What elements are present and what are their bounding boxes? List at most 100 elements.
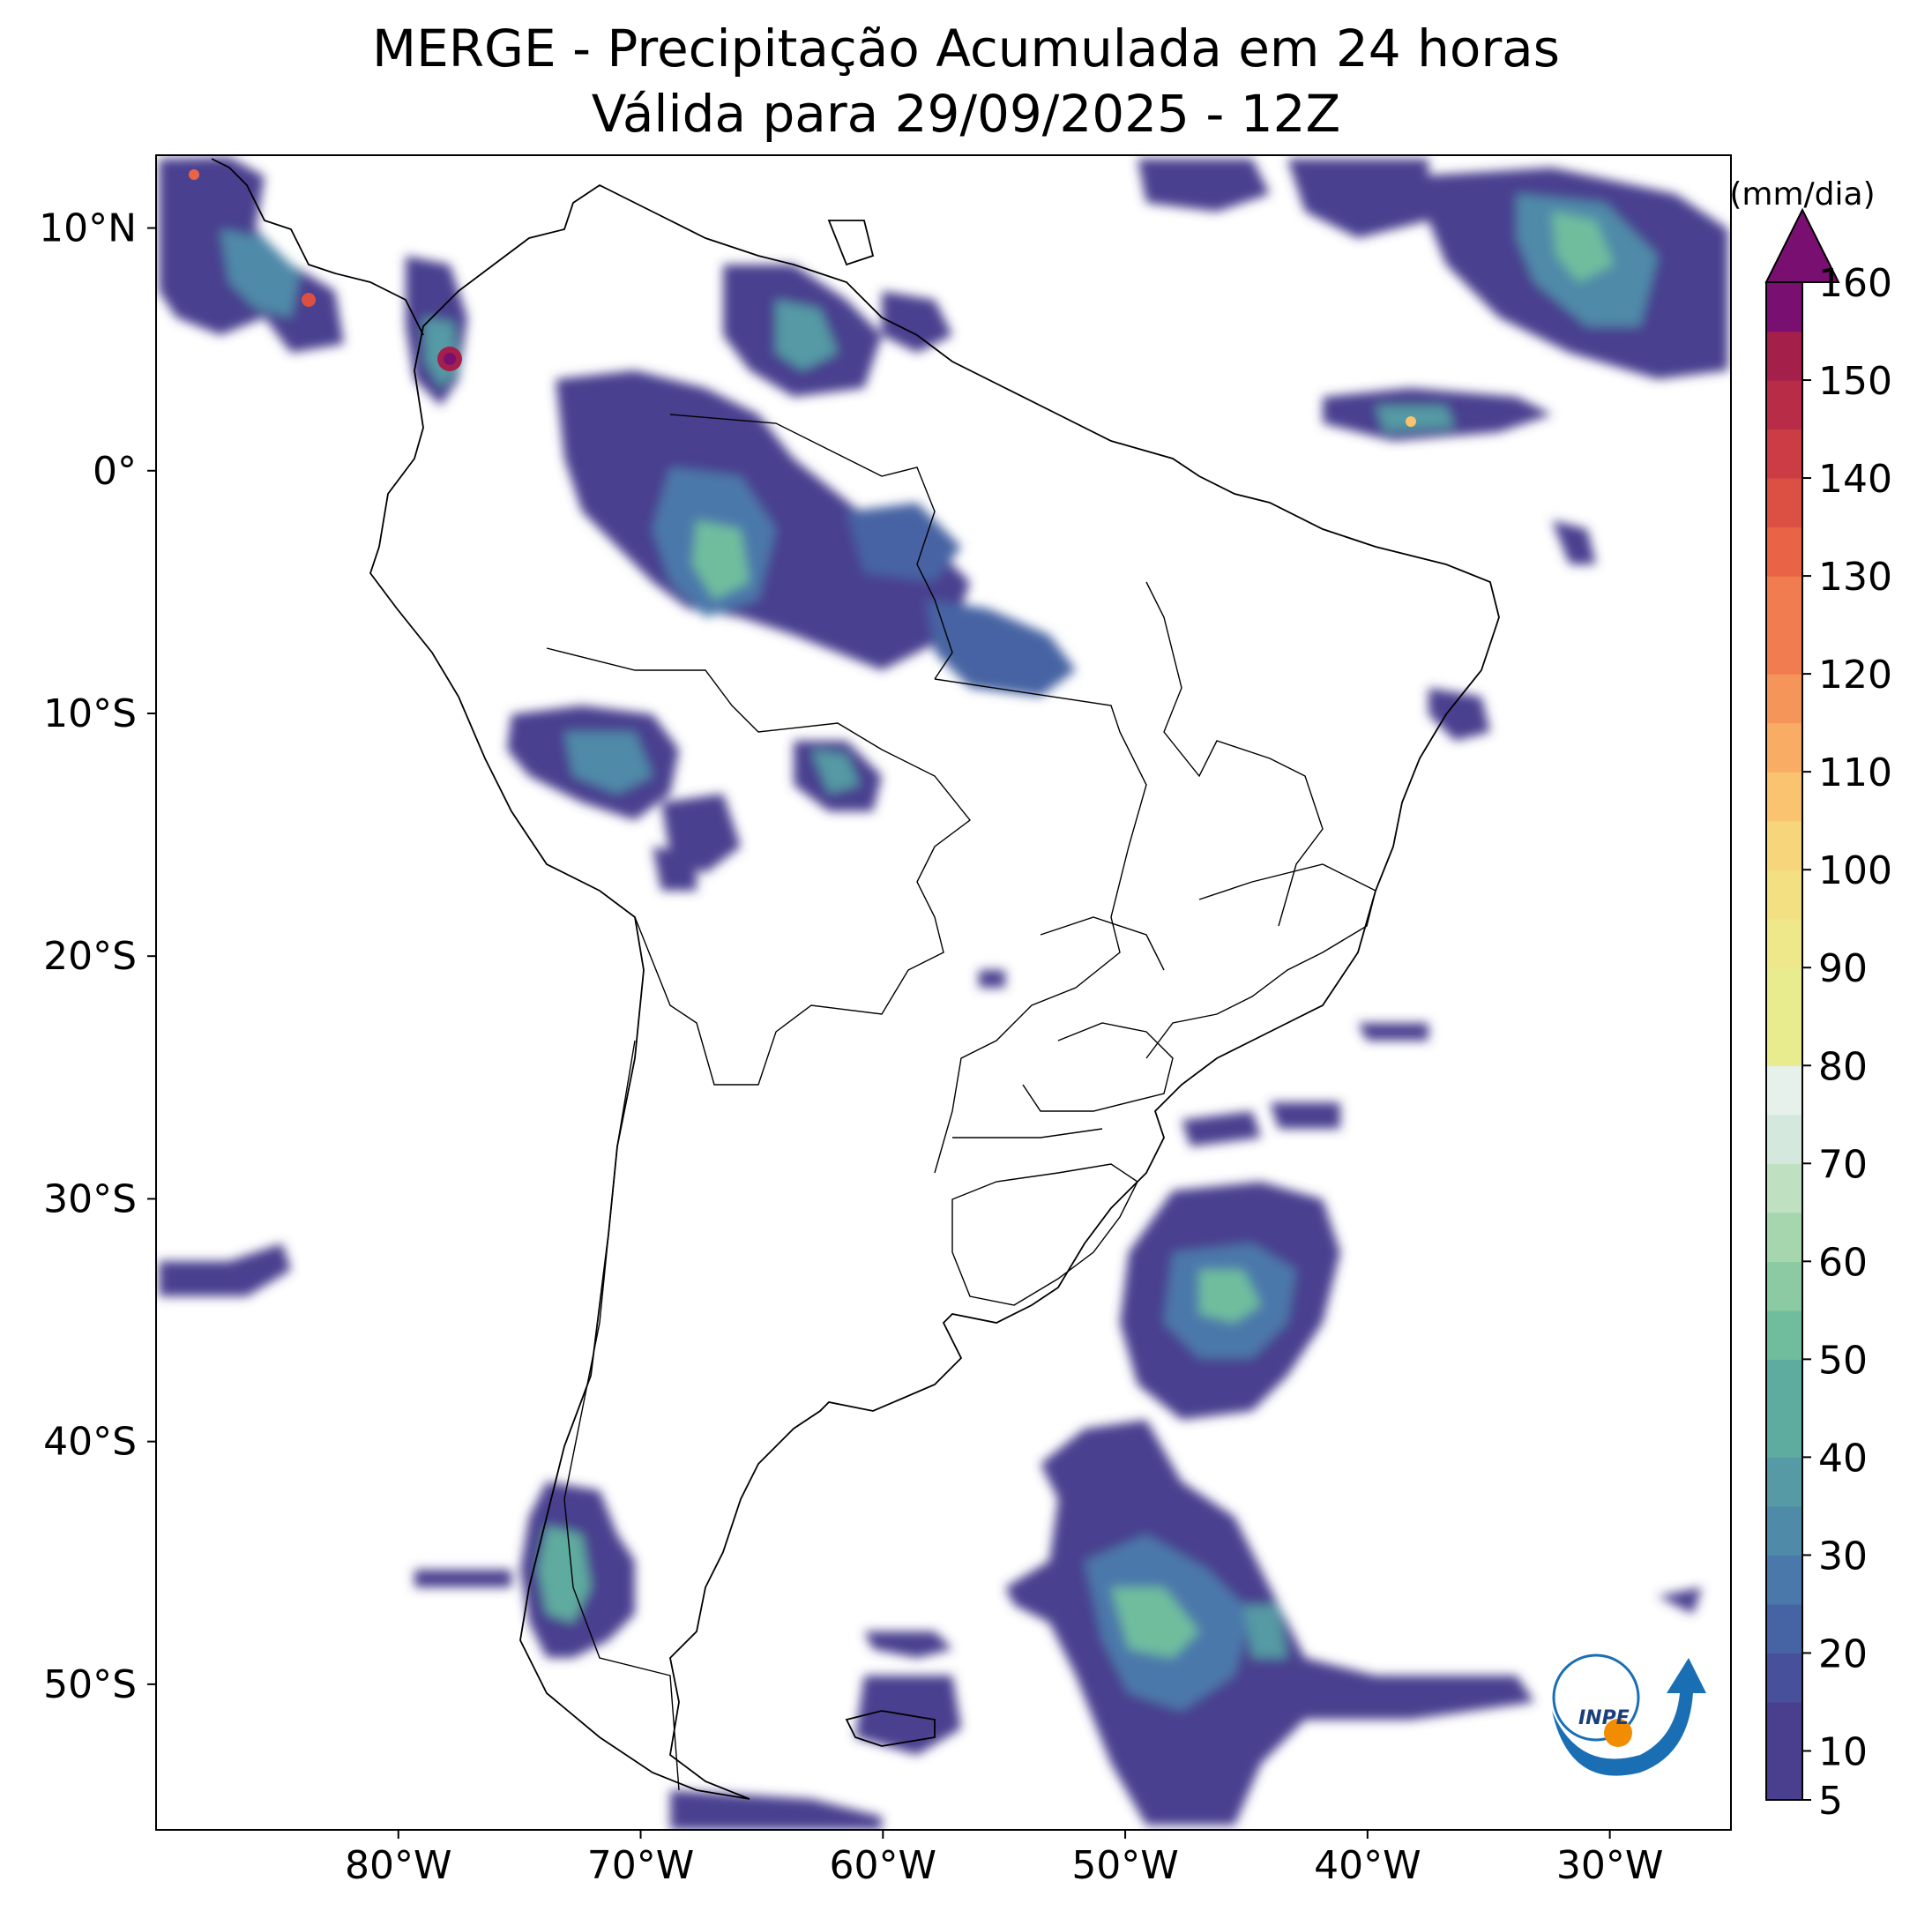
colorbar-band — [1766, 918, 1802, 968]
colorbar-band — [1766, 1407, 1802, 1458]
heavy-rain-core — [302, 293, 316, 307]
rain-cell — [670, 1790, 882, 1830]
colorbar-unit: (mm/dia) — [1729, 176, 1875, 213]
colorbar-band — [1766, 1065, 1802, 1116]
colorbar-band — [1766, 1555, 1802, 1605]
border — [1040, 916, 1165, 971]
lon-tick-label: 40°W — [1314, 1843, 1421, 1888]
logo-sun-icon — [1604, 1719, 1632, 1747]
lat-tick-label: 50°S — [43, 1662, 137, 1707]
colorbar-tick-label: 10 — [1818, 1729, 1868, 1774]
central-america-coast — [211, 158, 424, 336]
colorbar-band — [1766, 1163, 1802, 1213]
colorbar-band — [1766, 674, 1802, 724]
heavy-rain-core — [1406, 416, 1416, 427]
colorbar-tick-label: 70 — [1818, 1142, 1868, 1187]
border — [1022, 1022, 1174, 1112]
colorbar-tick-label: 20 — [1818, 1631, 1868, 1676]
logo-arrow-icon — [1552, 1658, 1706, 1776]
colorbar-tick-label: 50 — [1818, 1338, 1868, 1383]
colorbar-band — [1766, 526, 1802, 577]
colorbar-band — [1766, 1701, 1802, 1752]
rain-cell — [414, 1570, 511, 1587]
colorbar-band — [1766, 722, 1802, 773]
colorbar-band — [1766, 282, 1802, 332]
rain-cell — [564, 732, 653, 794]
rain-cell — [864, 1631, 952, 1658]
rain-cell — [1111, 1587, 1199, 1658]
colorbar-band — [1766, 478, 1802, 528]
rain-cell — [1552, 520, 1596, 564]
rain-cell — [1358, 1023, 1428, 1041]
rain-cell — [653, 847, 697, 891]
colorbar-band — [1766, 624, 1802, 675]
border — [1145, 581, 1324, 927]
lon-tick-label: 80°W — [345, 1843, 452, 1888]
caribbean-islands — [827, 220, 875, 266]
lon-tick-label: 60°W — [830, 1843, 937, 1888]
border — [1145, 863, 1376, 1059]
colorbar-tick-label: 120 — [1818, 653, 1892, 698]
colorbar-band — [1766, 1505, 1802, 1556]
colorbar-tick-label: 100 — [1818, 848, 1892, 893]
rain-cell — [926, 600, 1076, 697]
colorbar-frame — [1765, 281, 1803, 1801]
colorbar-band — [1766, 576, 1802, 626]
heavy-rain-core — [189, 169, 199, 180]
map-subtitle: Válida para 29/09/2025 - 12Z — [591, 84, 1341, 144]
colorbar-band — [1766, 1310, 1802, 1360]
colorbar-tick-label: 150 — [1818, 359, 1892, 404]
colorbar-tick-label: 5 — [1818, 1779, 1843, 1824]
lat-tick-label: 40°S — [43, 1420, 137, 1465]
colorbar-band — [1766, 772, 1802, 822]
logo-text: INPE — [1578, 1707, 1630, 1729]
colorbar-tick-label: 40 — [1818, 1436, 1868, 1481]
rain-cell — [1552, 212, 1614, 282]
rain-cell — [847, 503, 961, 582]
lat-tick-label: 30°S — [43, 1176, 137, 1221]
lat-tick-label: 20°S — [43, 934, 137, 979]
rain-cell — [811, 750, 860, 794]
rain-cell — [159, 1243, 291, 1296]
border — [669, 414, 953, 680]
rain-cell — [1658, 1587, 1702, 1614]
lat-tick-label: 10°S — [43, 691, 137, 736]
border — [951, 1163, 1138, 1306]
rain-cell — [1182, 1111, 1261, 1146]
colorbar-band — [1766, 429, 1802, 479]
colorbar-band — [1766, 820, 1802, 870]
colorbar-tick-label: 140 — [1818, 457, 1892, 502]
rain-cell — [1270, 1102, 1340, 1129]
rain-cell — [776, 300, 838, 370]
colorbar-band — [1766, 1751, 1802, 1801]
colorbar-tick-label: 110 — [1818, 750, 1892, 795]
lat-tick-label: 10°N — [39, 206, 137, 251]
colorbar-band — [1766, 1359, 1802, 1409]
colorbar-tick-label: 130 — [1818, 555, 1892, 600]
colorbar-band — [1766, 1653, 1802, 1703]
colorbar-tick-label: 80 — [1818, 1044, 1868, 1089]
border — [934, 678, 1147, 1174]
rain-cell — [979, 970, 1005, 988]
colorbar-band — [1766, 331, 1802, 381]
rain-cell — [1243, 1605, 1287, 1658]
rain-cell — [882, 291, 952, 353]
rain-cell — [220, 229, 300, 317]
rain-cell — [1287, 159, 1428, 238]
lon-axis: 80°W 70°W 60°W 50°W 40°W 30°W — [345, 1830, 1663, 1888]
inpe-logo: INPE — [1552, 1653, 1706, 1776]
colorbar-tick-label: 30 — [1818, 1534, 1868, 1579]
precipitation-layer — [159, 157, 1728, 1830]
colorbar-tick-label: 160 — [1818, 261, 1892, 306]
colorbar-band — [1766, 967, 1802, 1018]
rain-cell — [1428, 688, 1490, 741]
rain-cell — [1138, 159, 1270, 212]
lat-axis: 10°N 0° 10°S 20°S 30°S 40°S 50°S — [39, 206, 156, 1707]
border — [563, 1040, 680, 1791]
colorbar-band — [1766, 1603, 1802, 1654]
lon-tick-label: 30°W — [1556, 1843, 1664, 1888]
lon-tick-label: 70°W — [587, 1843, 695, 1888]
colorbar-tick-label: 60 — [1818, 1240, 1868, 1285]
rain-cell — [692, 520, 750, 600]
